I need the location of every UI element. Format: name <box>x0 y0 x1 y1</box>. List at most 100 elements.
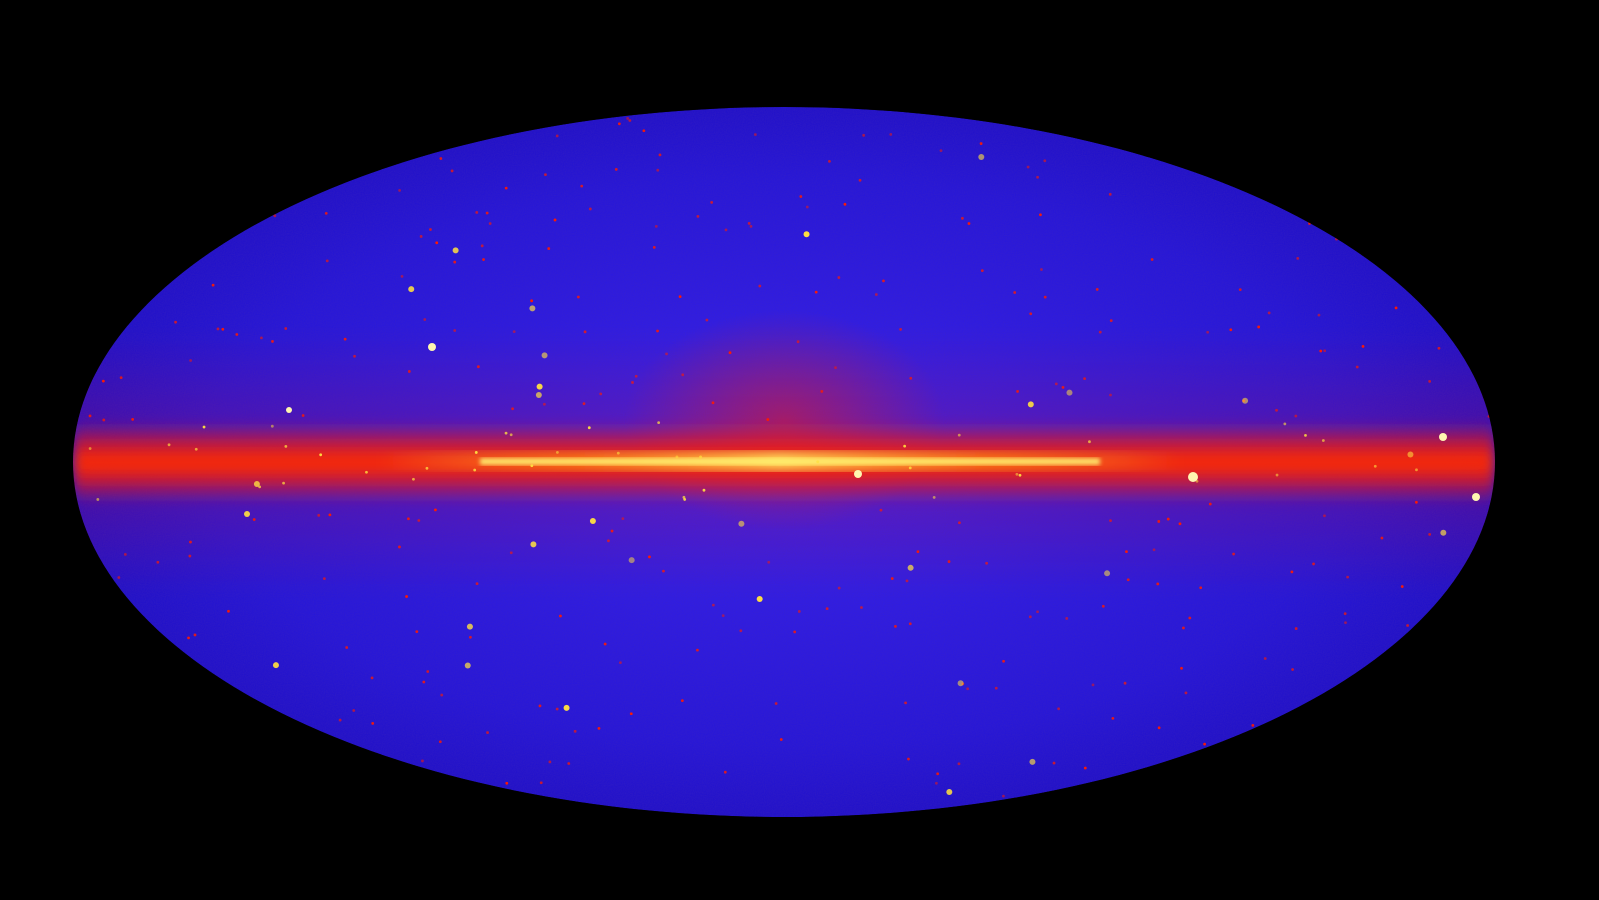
point-source <box>1054 382 1058 386</box>
point-source <box>96 498 100 501</box>
point-source <box>905 579 909 583</box>
point-source <box>1414 500 1418 504</box>
point-source <box>738 520 745 527</box>
point-source <box>793 630 797 634</box>
point-source <box>88 414 92 418</box>
point-source <box>504 186 508 190</box>
point-source <box>803 231 810 238</box>
point-source <box>946 788 953 795</box>
point-source <box>475 582 479 586</box>
point-source <box>699 455 703 459</box>
point-source <box>656 168 660 172</box>
point-source <box>417 519 421 522</box>
point-source <box>934 781 938 785</box>
point-source <box>1251 723 1255 727</box>
point-source <box>1304 433 1307 437</box>
point-source <box>1321 439 1325 442</box>
point-source <box>407 370 411 373</box>
point-source <box>253 480 260 487</box>
point-source <box>710 201 714 204</box>
point-source <box>837 586 841 590</box>
point-source <box>156 560 160 564</box>
bright-source <box>1188 472 1198 482</box>
point-source <box>419 235 423 238</box>
point-source <box>421 759 424 763</box>
point-source <box>189 359 193 362</box>
point-source <box>548 760 552 764</box>
point-source <box>894 624 897 628</box>
point-source <box>1098 330 1102 334</box>
point-source <box>1400 585 1404 588</box>
point-source <box>1015 472 1019 476</box>
point-source <box>814 290 818 294</box>
point-source <box>1101 604 1105 608</box>
point-source <box>221 327 225 331</box>
point-source <box>957 433 961 437</box>
point-source <box>398 545 401 549</box>
point-source <box>512 330 516 334</box>
point-source <box>696 648 699 652</box>
point-source <box>1406 624 1410 627</box>
point-source <box>890 577 894 580</box>
point-source <box>978 154 985 161</box>
point-source <box>1028 615 1032 619</box>
point-source <box>408 286 415 293</box>
point-source <box>816 460 820 464</box>
point-source <box>1109 393 1112 397</box>
point-source <box>675 455 679 459</box>
point-source <box>412 477 415 481</box>
point-source <box>272 662 279 669</box>
point-source <box>539 781 543 785</box>
point-source <box>879 508 883 512</box>
point-source <box>1355 365 1359 369</box>
point-source <box>1152 548 1156 552</box>
point-source <box>453 329 457 332</box>
point-source <box>102 418 106 422</box>
point-source <box>597 726 601 730</box>
point-source <box>194 447 198 451</box>
point-source <box>599 392 603 396</box>
point-source <box>1166 517 1170 521</box>
point-source <box>654 224 658 228</box>
point-source <box>511 407 514 411</box>
point-source <box>681 373 685 377</box>
point-source <box>766 418 770 421</box>
point-source <box>271 340 274 343</box>
point-source <box>488 222 492 225</box>
point-source <box>862 133 866 137</box>
point-source <box>1296 256 1300 260</box>
point-source <box>614 167 618 171</box>
point-source <box>617 122 621 126</box>
point-source <box>123 552 127 556</box>
point-source <box>603 642 607 646</box>
point-source <box>721 614 725 618</box>
point-source <box>1104 570 1111 577</box>
point-source <box>1275 408 1278 412</box>
point-source <box>1123 681 1127 685</box>
point-source <box>1108 192 1112 196</box>
point-source <box>1440 529 1447 536</box>
point-source <box>407 517 410 521</box>
point-source <box>505 781 509 785</box>
point-source <box>530 464 534 468</box>
point-source <box>235 333 239 336</box>
point-source <box>1319 349 1323 353</box>
point-source <box>656 329 659 333</box>
point-source <box>324 211 328 215</box>
point-source <box>338 718 342 722</box>
point-source <box>642 129 646 133</box>
point-source <box>610 529 614 533</box>
point-source <box>244 511 251 518</box>
point-source <box>1027 401 1034 408</box>
point-source <box>563 704 570 711</box>
point-source <box>1415 468 1418 472</box>
point-source <box>188 554 192 558</box>
point-source <box>530 299 534 303</box>
point-source <box>858 178 862 182</box>
point-source <box>1109 519 1112 522</box>
point-source <box>473 468 477 472</box>
point-source <box>1242 397 1249 404</box>
point-source <box>799 195 803 198</box>
point-source <box>88 447 92 450</box>
